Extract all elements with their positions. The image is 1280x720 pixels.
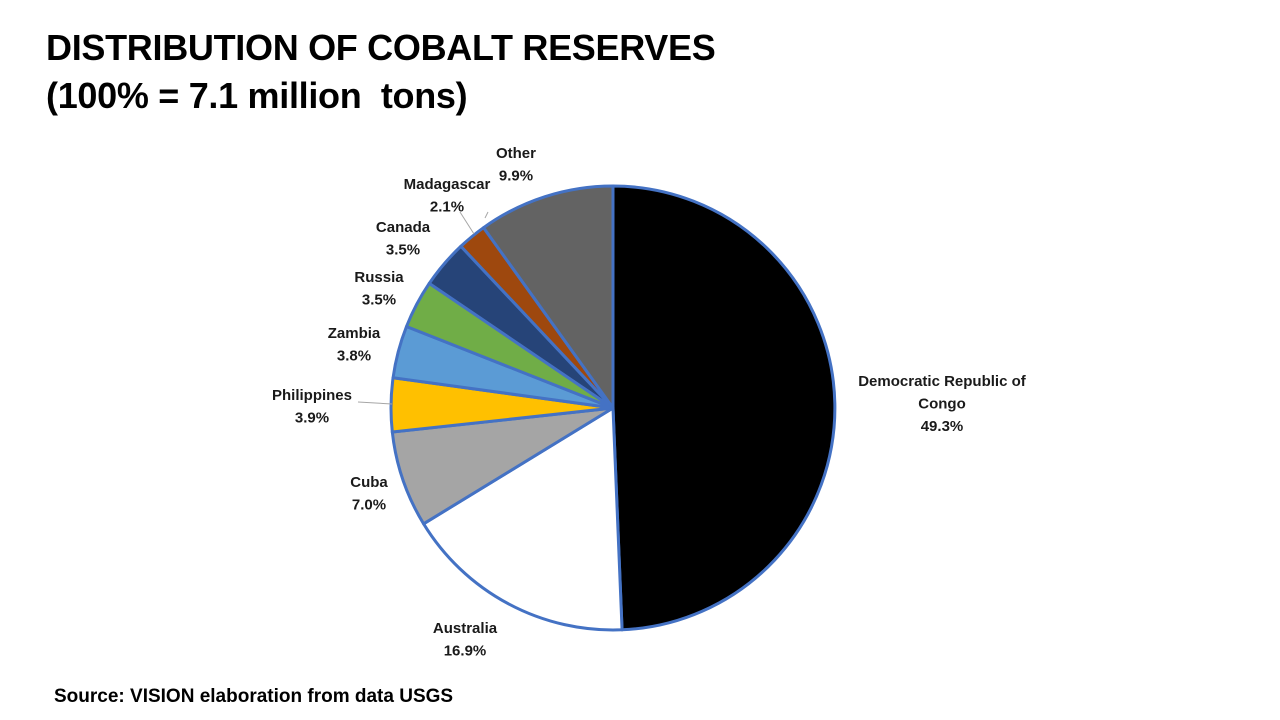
slice-label: Other 9.9% <box>496 145 536 185</box>
leader-lines <box>357 211 489 405</box>
slice-label: Cuba 7.0% <box>350 474 388 514</box>
slice-label: Madagascar 2.1% <box>404 176 491 216</box>
pie-slices <box>389 184 837 632</box>
slice-name-label: Congo <box>918 396 965 413</box>
pie-slice-democratic-republic-of-congo <box>611 184 837 632</box>
slice-value-label: 3.5% <box>362 292 396 309</box>
slice-value-label: 49.3% <box>921 418 964 435</box>
slice-name-label: Madagascar <box>404 176 491 193</box>
slice-value-label: 3.5% <box>386 242 420 259</box>
slice-name-label: Democratic Republic of <box>858 373 1027 390</box>
slice-name-label: Canada <box>376 219 431 236</box>
chart-title-line-1: DISTRIBUTION OF COBALT RESERVES <box>46 27 716 68</box>
slice-label: Russia 3.5% <box>354 269 404 309</box>
slice-label: Australia 16.9% <box>433 620 498 660</box>
leader-line <box>357 401 393 405</box>
source-note: Source: VISION elaboration from data USG… <box>54 686 454 707</box>
slice-name-label: Cuba <box>350 474 388 491</box>
slice-name-label: Russia <box>354 269 404 286</box>
slice-value-label: 7.0% <box>352 497 386 514</box>
slice-name-label: Australia <box>433 620 498 637</box>
slice-labels: Democratic Republic of Congo 49.3% Australi… <box>272 145 1027 660</box>
pie-slice-australia <box>422 406 624 632</box>
slice-value-label: 3.9% <box>295 410 329 427</box>
slice-name-label: Zambia <box>328 325 381 342</box>
slice-value-label: 2.1% <box>430 199 464 216</box>
slice-label: Democratic Republic of Congo 49.3% <box>858 373 1027 435</box>
chart-title-line-2: (100% = 7.1 million tons) <box>46 75 468 116</box>
slice-value-label: 3.8% <box>337 348 371 365</box>
leader-line <box>459 211 475 235</box>
slice-value-label: 16.9% <box>444 643 487 660</box>
slice-name-label: Philippines <box>272 387 352 404</box>
slice-value-label: 9.9% <box>499 168 533 185</box>
slice-label: Philippines 3.9% <box>272 387 352 427</box>
slice-name-label: Other <box>496 145 536 162</box>
slice-label: Canada 3.5% <box>376 219 431 259</box>
pie-slice-other <box>482 184 615 410</box>
leader-line <box>484 211 489 219</box>
chart-title: DISTRIBUTION OF COBALT RESERVES (100% = … <box>46 24 716 120</box>
slice-label: Zambia 3.8% <box>328 325 381 365</box>
